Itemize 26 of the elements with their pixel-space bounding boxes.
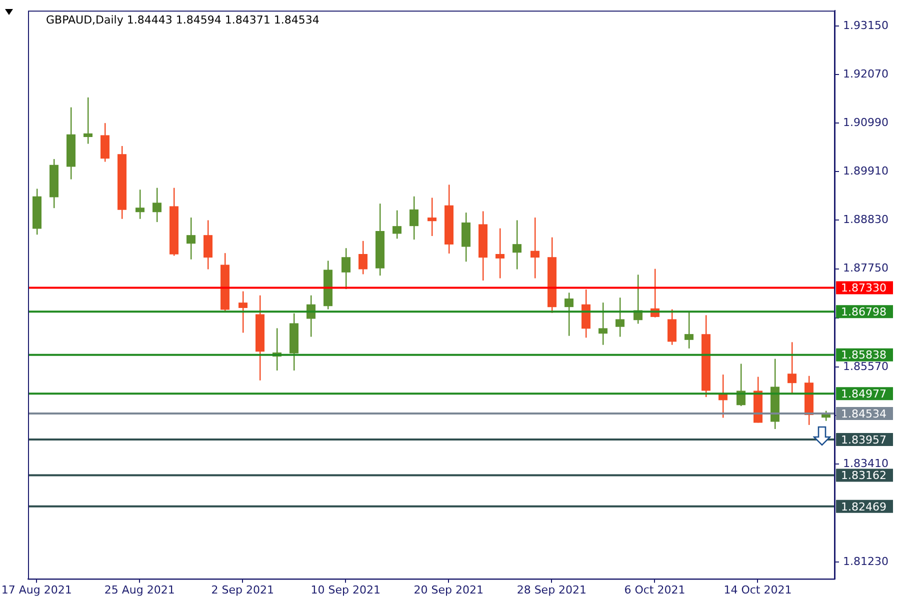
x-tick-label: 14 Oct 2021 [724,583,792,596]
ref-line-label: 1.87330 [841,282,886,295]
x-tick-label: 6 Oct 2021 [624,583,686,596]
y-tick-label: 1.92070 [843,67,888,80]
y-tick-label: 1.90990 [843,116,888,129]
y-tick-label: 1.88830 [843,213,888,226]
x-tick-label: 20 Sep 2021 [414,583,484,596]
y-tick-label: 1.89910 [843,164,888,178]
x-tick-label: 28 Sep 2021 [516,583,587,596]
x-tick-label: 2 Sep 2021 [211,583,274,596]
ref-line-label: 1.84534 [841,407,886,420]
ref-line-label: 1.86798 [841,306,886,319]
y-tick-label: 1.87750 [843,262,888,275]
y-tick-label: 1.81230 [843,555,888,568]
ref-line-label: 1.82469 [841,500,886,514]
x-tick-label: 10 Sep 2021 [310,583,381,596]
ref-line-label: 1.83162 [841,469,886,482]
x-tick-label: 17 Aug 2021 [1,583,72,596]
ref-line-label: 1.85838 [841,348,886,362]
y-tick-label: 1.93150 [843,18,888,32]
y-tick-label: 1.85570 [843,360,888,373]
ref-line-label: 1.83957 [841,433,886,446]
y-tick-label: 1.83410 [843,456,888,470]
x-tick-label: 25 Aug 2021 [104,583,175,596]
ref-line-label: 1.84977 [841,387,886,400]
chart-title: GBPAUD,Daily 1.84443 1.84594 1.84371 1.84534 [46,13,320,26]
